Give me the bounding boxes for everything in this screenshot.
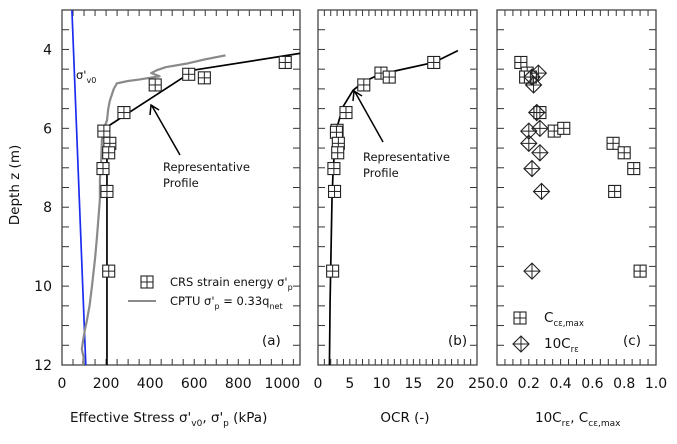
- y-tick-label: 4: [43, 42, 52, 58]
- square-marker: [102, 146, 116, 160]
- square-marker: [617, 146, 631, 160]
- legend-cc-label: Ccε,max: [544, 310, 584, 329]
- x-tick-label: 15: [404, 376, 422, 392]
- x-tick-label: 0.8: [613, 376, 635, 392]
- y-tick-label: 6: [43, 121, 52, 137]
- square-marker: [102, 264, 116, 278]
- diamond-marker: [527, 103, 546, 122]
- x-tick-label: 600: [181, 376, 208, 392]
- x-tick-label: 0.0: [486, 376, 508, 392]
- square-marker: [97, 124, 111, 138]
- axis-ticks: [496, 9, 657, 366]
- diamond-marker: [523, 262, 541, 280]
- x-tick-label: 0.6: [581, 376, 603, 392]
- x-tick-label: 0: [58, 376, 67, 392]
- x-axis-label-a: Effective Stress σ'v0, σ'p (kPa): [70, 410, 267, 429]
- series-representative-profile-line: [106, 52, 300, 365]
- arrow-a: [149, 103, 181, 156]
- sigma-v0-label: σ'v0: [76, 68, 96, 85]
- square-marker: [327, 162, 341, 176]
- square-marker: [608, 184, 622, 198]
- x-tick-label: 1000: [265, 376, 301, 392]
- plot-frame: [61, 9, 301, 366]
- legend-square-marker: [513, 311, 527, 325]
- representative-label-a-1: Representative: [163, 160, 250, 174]
- representative-label-b-1: Representative: [363, 150, 450, 164]
- legend-cr-label: 10Crε: [544, 336, 579, 355]
- series-cptu-p-0-33qnet-line: [80, 54, 226, 365]
- x-tick-label: 0.2: [518, 376, 540, 392]
- x-tick-label: 200: [93, 376, 120, 392]
- square-marker: [331, 146, 345, 160]
- panel-label-b: (b): [448, 333, 467, 349]
- legend-c: Ccε,max 10Crε: [512, 310, 584, 355]
- panel-a: 0 200 400 600 800 1000 4 6 8 10 12: [34, 9, 301, 392]
- legend-cptu-label: CPTU σ'p = 0.33qnet: [170, 294, 283, 311]
- series-v0-line: [71, 10, 87, 365]
- x-tick-label: 10: [373, 376, 391, 392]
- square-marker: [606, 136, 620, 150]
- y-tick-label: 12: [34, 358, 52, 374]
- square-marker: [514, 55, 528, 70]
- square-marker: [633, 264, 647, 278]
- x-tick-label: 1.0: [645, 376, 667, 392]
- x-tick-label: 800: [225, 376, 252, 392]
- square-marker: [117, 106, 131, 120]
- square-marker: [327, 184, 342, 198]
- panel-label-a: (a): [262, 333, 281, 349]
- diamond-marker: [532, 182, 551, 201]
- square-marker: [182, 67, 196, 81]
- square-marker: [382, 70, 396, 84]
- legend-diamond-marker: [512, 335, 530, 353]
- x-tick-label: 20: [436, 376, 454, 392]
- square-marker: [357, 78, 371, 92]
- x-tick-label: 0.4: [549, 376, 571, 392]
- square-marker: [557, 121, 571, 135]
- diamond-marker: [524, 76, 543, 94]
- panel-c: 0.0 0.2 0.4 0.6 0.8 1.0: [486, 9, 667, 392]
- legend-square-marker: [140, 275, 154, 289]
- square-marker: [197, 71, 211, 85]
- panel-label-c: (c): [623, 333, 641, 349]
- square-marker: [427, 55, 441, 70]
- square-marker: [627, 162, 641, 176]
- series-representative-profile-line: [328, 49, 459, 365]
- plot-frame: [317, 9, 478, 366]
- square-marker: [339, 106, 353, 120]
- square-marker: [96, 162, 110, 176]
- diamond-marker: [520, 134, 538, 153]
- y-tick-label: 10: [34, 279, 52, 295]
- square-marker: [326, 264, 340, 278]
- legend-a: CRS strain energy σ'p CPTU σ'p = 0.33qne…: [128, 275, 293, 311]
- x-tick-label: 400: [137, 376, 164, 392]
- x-axis-label-c: 10Crε, Ccε,max: [535, 410, 621, 429]
- arrow-b: [352, 89, 384, 143]
- diamond-marker: [523, 159, 541, 178]
- square-marker: [278, 55, 292, 70]
- y-axis-label: Depth z (m): [7, 145, 23, 225]
- representative-label-a-2: Profile: [163, 176, 199, 190]
- legend-crs-label: CRS strain energy σ'p: [170, 275, 293, 292]
- x-tick-label: 5: [345, 376, 354, 392]
- representative-label-b-2: Profile: [363, 166, 399, 180]
- y-tick-label: 8: [43, 200, 52, 216]
- square-marker: [329, 125, 343, 139]
- x-axis-label-b: OCR (-): [380, 410, 429, 426]
- axis-ticks: [317, 9, 478, 366]
- square-marker: [100, 184, 114, 198]
- x-tick-label: 25: [468, 376, 486, 392]
- square-marker: [148, 78, 162, 92]
- axis-ticks: [61, 9, 300, 366]
- panel-b: 0 5 10 15 20 25: [314, 9, 486, 392]
- diamond-marker: [531, 144, 549, 162]
- x-tick-label: 0: [314, 376, 323, 392]
- plot-frame: [496, 9, 657, 366]
